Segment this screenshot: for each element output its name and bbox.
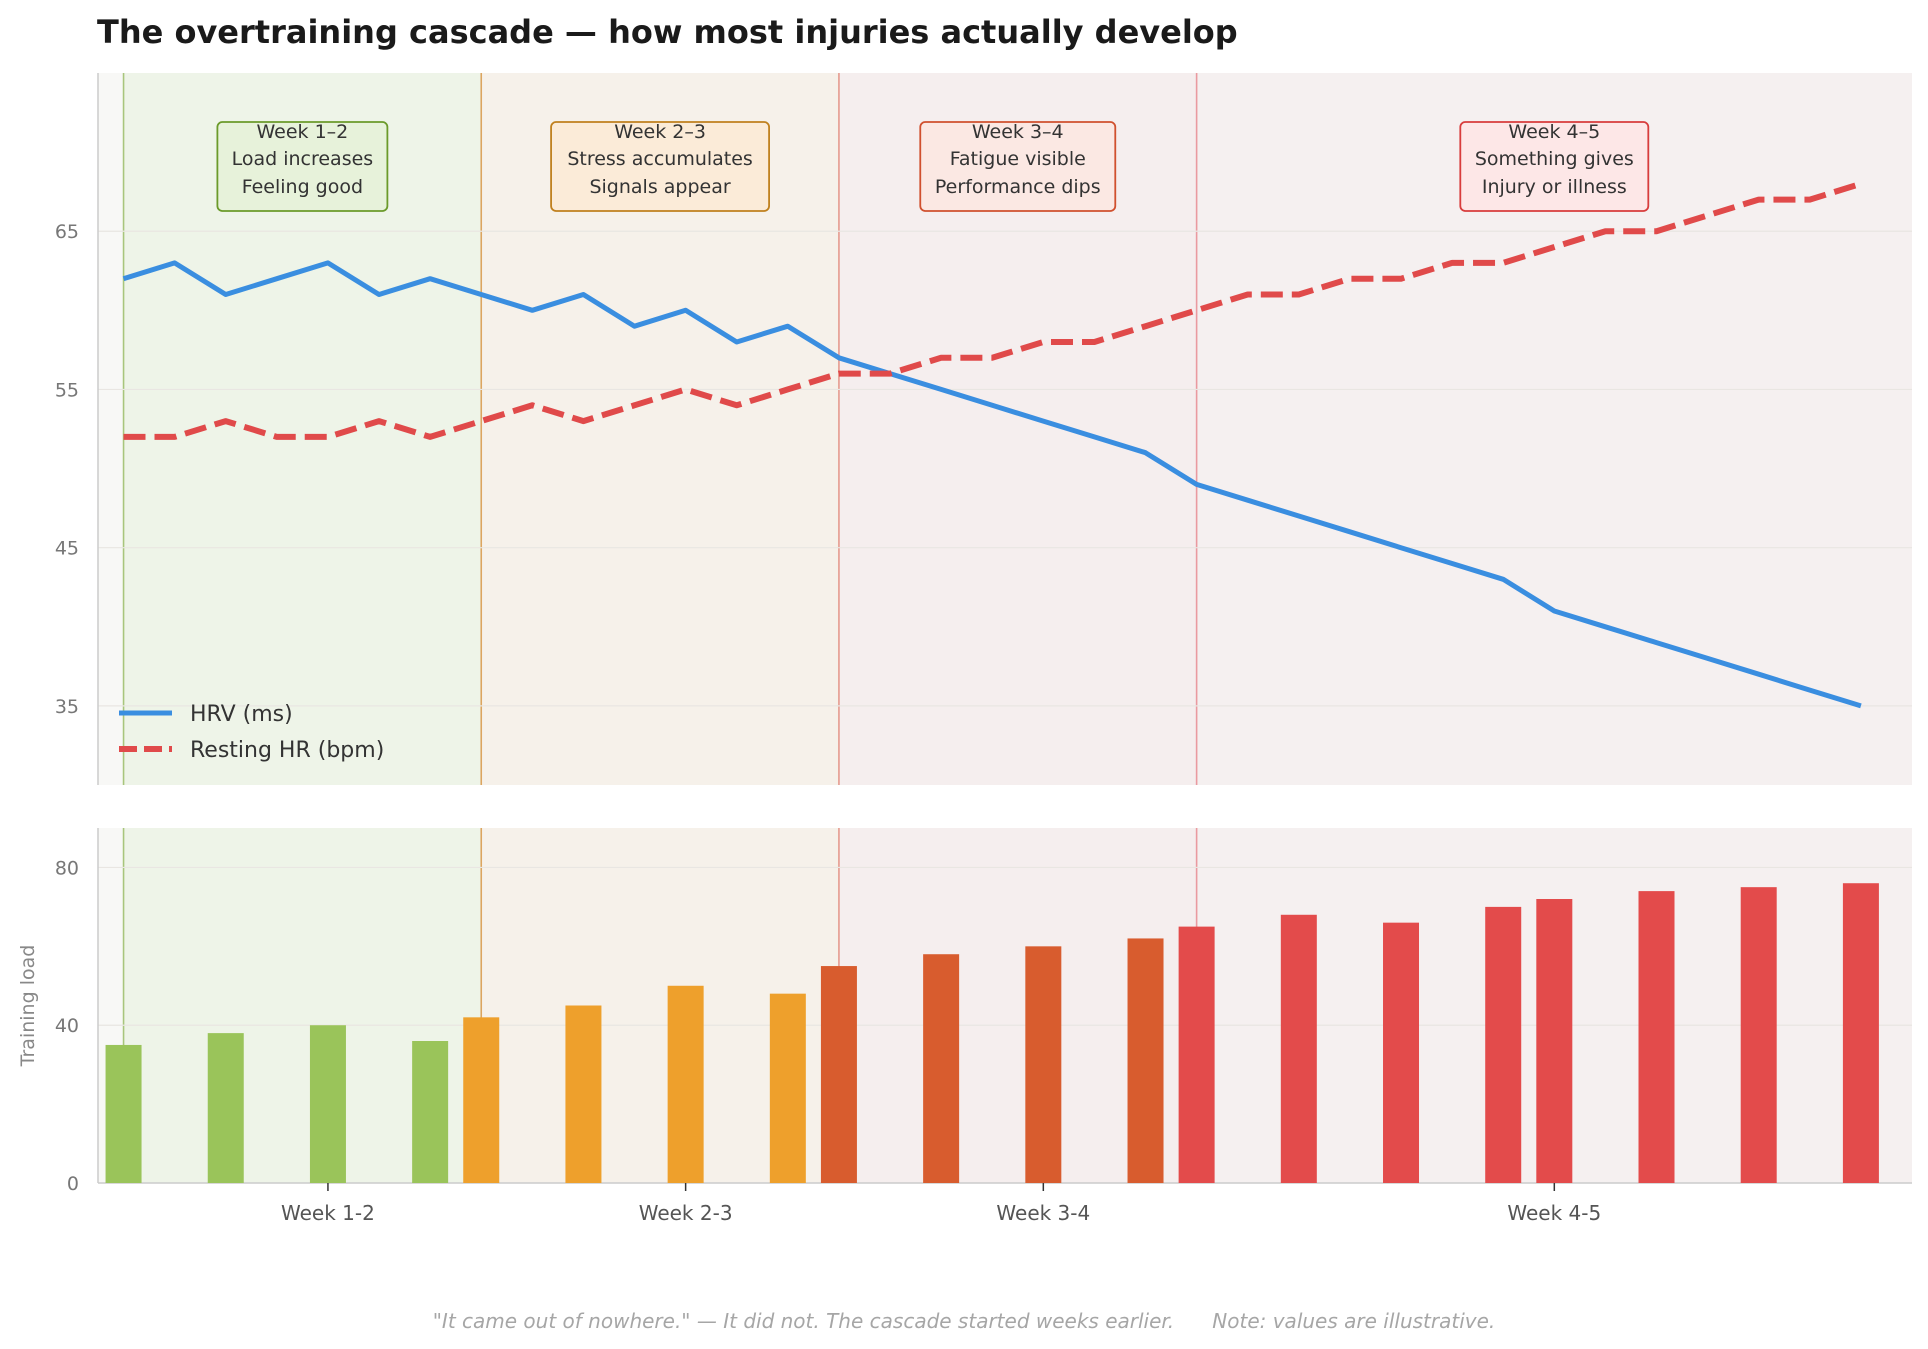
phase-annotation-line: Week 1–2: [257, 121, 349, 143]
phase-annotation-line: Stress accumulates: [567, 148, 753, 170]
legend-label: Resting HR (bpm): [190, 738, 384, 763]
phase-annotation-box: [216, 121, 389, 212]
phase-annotation-line: Load increases: [232, 148, 374, 170]
training-load-bar: [820, 966, 857, 1183]
hrv-rhr-panel: 35 45 55 65 Week 1–2 Load increases Feeling go…: [55, 73, 1912, 785]
training-load-bar: [463, 1017, 500, 1183]
top-y-tick-label: 45: [55, 538, 79, 560]
training-load-bar: [1740, 887, 1777, 1183]
training-load-bar: [412, 1041, 449, 1183]
resting-hr-line: [123, 180, 1862, 440]
phase-annotation-line: Fatigue visible: [950, 148, 1086, 170]
x-tick-label: Week 3-4: [996, 1201, 1090, 1225]
phase-annotation-line: Signals appear: [589, 176, 730, 198]
top-y-tick-label: 55: [55, 379, 79, 401]
phase-annotation-box: [550, 121, 770, 212]
phase-annotation-line: Week 3–4: [972, 121, 1064, 143]
training-load-bar: [1383, 922, 1420, 1183]
training-load-bar: [207, 1033, 244, 1183]
phase-annotation-line: Week 4–5: [1508, 121, 1600, 143]
bottom-y-tick-label: 40: [55, 1015, 79, 1037]
training-load-bar: [1178, 926, 1215, 1183]
bottom-y-tick-label: 80: [55, 857, 79, 879]
phase-annotation-line: Week 2–3: [614, 121, 706, 143]
phase-annotation-box: [1459, 121, 1650, 212]
training-load-bar: [1280, 914, 1317, 1183]
bottom-y-axis-label: Training load: [17, 945, 39, 1068]
training-load-bar: [1842, 883, 1879, 1183]
training-load-bar: [667, 985, 704, 1183]
phase-annotation-line: Injury or illness: [1482, 176, 1627, 198]
phase-annotation-box: [919, 121, 1117, 212]
training-load-bar: [1127, 938, 1164, 1183]
footer-note: "It came out of nowhere." — It did not. …: [433, 1309, 1496, 1333]
x-tick-label: Week 4-5: [1507, 1201, 1601, 1225]
training-load-bar: [769, 993, 806, 1183]
legend-label: HRV (ms): [190, 702, 293, 727]
top-y-tick-label: 65: [55, 221, 79, 243]
training-load-bar: [1025, 946, 1062, 1183]
hrv-line: [122, 260, 1862, 709]
training-load-panel: 0 40 80 Week 1-2 Week 2-3 Week 3-4 Week 4-5 Tra…: [17, 828, 1912, 1225]
training-load-bar: [1638, 891, 1675, 1183]
training-load-bar: [565, 1005, 602, 1183]
x-tick-label: Week 1-2: [281, 1201, 375, 1225]
phase-annotation-line: Performance dips: [935, 176, 1101, 198]
phase-annotation-line: Something gives: [1475, 148, 1634, 170]
chart-title: The overtraining cascade — how most inju…: [97, 13, 1238, 51]
bottom-y-tick-label: 0: [67, 1173, 79, 1195]
training-load-bar: [1485, 906, 1522, 1183]
training-load-bar: [105, 1044, 142, 1183]
top-y-tick-label: 35: [55, 696, 79, 718]
training-load-bar: [1536, 899, 1573, 1183]
training-load-bar: [923, 954, 960, 1183]
x-tick-label: Week 2-3: [639, 1201, 733, 1225]
phase-annotation-line: Feeling good: [242, 176, 363, 198]
training-load-bar: [309, 1025, 346, 1183]
